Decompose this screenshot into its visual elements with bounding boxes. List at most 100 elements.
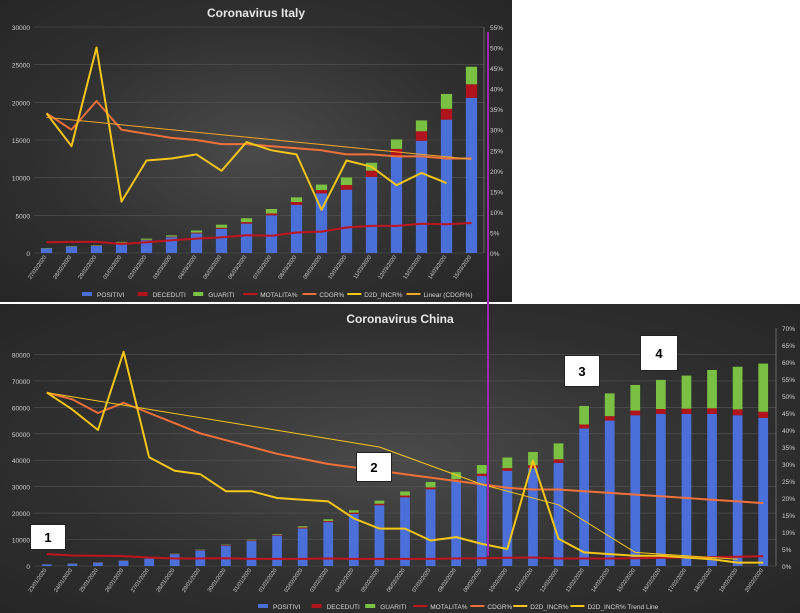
china-bar-guariti: [297, 526, 308, 528]
italy-bar-positivi: [290, 204, 303, 253]
china-y-right-tick: 30%: [782, 462, 795, 469]
italy-bar-guariti: [265, 209, 278, 214]
china-legend-swatch: [311, 604, 322, 608]
italy-bar-positivi: [165, 237, 178, 253]
china-bar-positivi: [221, 545, 231, 566]
china-line-motalita-: [46, 553, 764, 560]
china-x-tick: 27/01/2020: [130, 568, 151, 594]
china-legend-entry: DECEDUTI: [327, 604, 360, 611]
china-x-tick: 06/02/2020: [386, 568, 407, 594]
china-y-right-tick: 20%: [782, 496, 795, 503]
china-x-tick: 14/02/2020: [591, 568, 612, 594]
italy-bar-positivi: [190, 233, 203, 253]
italy-legend-swatch: [137, 292, 148, 296]
italy-y-left-tick: 15000: [12, 138, 30, 145]
china-bar-deceduti: [758, 411, 769, 418]
italy-bar-deceduti: [290, 201, 303, 205]
china-bar-deceduti: [630, 410, 641, 416]
chart-title-china: Coronavirus China: [346, 312, 454, 326]
italy-bar-guariti: [440, 93, 453, 109]
china-bar-positivi: [758, 417, 769, 566]
italy-x-tick: 02/03/2020: [127, 255, 148, 281]
italy-x-tick: 28/02/2020: [52, 255, 73, 281]
china-bar-positivi: [297, 528, 308, 566]
china-bar-deceduti: [297, 527, 308, 529]
china-bar-guariti: [476, 465, 487, 474]
callout-2: 2: [356, 452, 392, 482]
italy-y-right-tick: 55%: [490, 25, 503, 32]
italy-y-right-tick: 5%: [490, 230, 500, 237]
china-x-tick: 08/02/2020: [437, 568, 458, 594]
chart-italy: 0 5000 10000 15000 20000 25000 30000 0% 5% 10% 15%…: [12, 25, 503, 299]
china-x-tick: 26/01/2020: [104, 568, 125, 594]
italy-y-right-tick: 30%: [490, 128, 503, 135]
italy-y-right-tick: 15%: [490, 189, 503, 196]
china-bar-positivi: [93, 562, 103, 566]
chart-china: 0 10000 20000 30000 40000 50000 60000 70000 8000…: [12, 326, 795, 611]
china-bar-deceduti: [707, 408, 717, 414]
china-bar-deceduti: [502, 468, 513, 471]
italy-bar-deceduti: [215, 227, 228, 229]
china-y-right-tick: 35%: [782, 445, 795, 452]
china-bar-deceduti: [348, 512, 359, 514]
china-bar-positivi: [528, 468, 538, 566]
chart-title-italy: Coronavirus Italy: [206, 6, 306, 20]
china-y-right-tick: 65%: [782, 343, 795, 350]
china-legend-entry: POSITIVI: [273, 604, 301, 611]
china-bar-positivi: [732, 415, 743, 566]
italy-y-right-tick: 40%: [490, 87, 503, 94]
italy-x-tick: 14/03/2020: [427, 255, 448, 281]
italy-bar-guariti: [415, 120, 428, 132]
china-line-d2d-incr-: [46, 350, 764, 564]
italy-bar-guariti: [215, 224, 228, 228]
china-bar-guariti: [451, 472, 462, 480]
italy-line-motalita-: [46, 222, 472, 245]
italy-x-tick: 01/03/2020: [102, 255, 123, 281]
china-bar-positivi: [348, 513, 359, 566]
italy-x-tick: 03/03/2020: [152, 255, 173, 281]
italy-bar-positivi: [365, 176, 378, 253]
italy-line-d2d-incr-: [45, 46, 447, 211]
china-bar-guariti: [272, 534, 282, 535]
italy-y-right-tick: 20%: [490, 169, 503, 176]
italy-bar-positivi: [390, 156, 403, 253]
italy-legend-entry: D2D_INCR%: [364, 292, 403, 299]
china-x-tick: 29/01/2020: [181, 568, 202, 594]
china-bar-positivi: [374, 505, 385, 566]
china-bar-guariti: [425, 481, 436, 488]
italy-x-tick: 29/02/2020: [77, 255, 98, 281]
china-bar-deceduti: [604, 416, 615, 421]
italy-bar-deceduti: [340, 184, 353, 190]
china-bar-positivi: [502, 470, 513, 566]
china-y-right-tick: 55%: [782, 377, 795, 384]
china-bar-positivi: [144, 558, 154, 566]
china-bar-positivi: [579, 428, 589, 566]
china-bar-positivi: [553, 462, 564, 566]
italy-bar-positivi: [465, 97, 478, 254]
italy-y-left-tick: 20000: [12, 100, 30, 107]
china-x-tick: 18/02/2020: [693, 568, 714, 594]
italy-bar-guariti: [165, 235, 178, 237]
china-bar-guariti: [732, 366, 743, 410]
italy-x-tick: 08/03/2020: [277, 255, 298, 281]
china-bar-positivi: [451, 481, 462, 566]
china-bar-positivi: [246, 540, 257, 566]
china-bar-guariti: [579, 405, 589, 425]
china-bar-positivi: [41, 564, 52, 566]
italy-bar-guariti: [390, 139, 403, 149]
chart-panel-china: Coronavirus China 0 10000 20000 30000 40000 5…: [0, 304, 800, 613]
china-legend-entry: D2D_INCR% Trend Line: [587, 604, 658, 611]
italy-bar-positivi: [140, 240, 153, 253]
italy-x-tick: 07/03/2020: [252, 255, 273, 281]
china-x-tick: 20/02/2020: [744, 568, 765, 594]
italy-bar-deceduti: [165, 236, 178, 238]
china-bar-deceduti: [528, 465, 538, 469]
china-bar-positivi: [323, 522, 334, 566]
callout-4: 4: [640, 335, 678, 371]
italy-x-tick: 13/03/2020: [402, 255, 423, 281]
china-y-right-tick: 70%: [782, 326, 795, 333]
china-bar-deceduti: [681, 408, 692, 414]
china-bar-positivi: [656, 413, 666, 566]
italy-bar-positivi: [315, 193, 328, 253]
italy-y-left-tick: 10000: [12, 176, 30, 183]
